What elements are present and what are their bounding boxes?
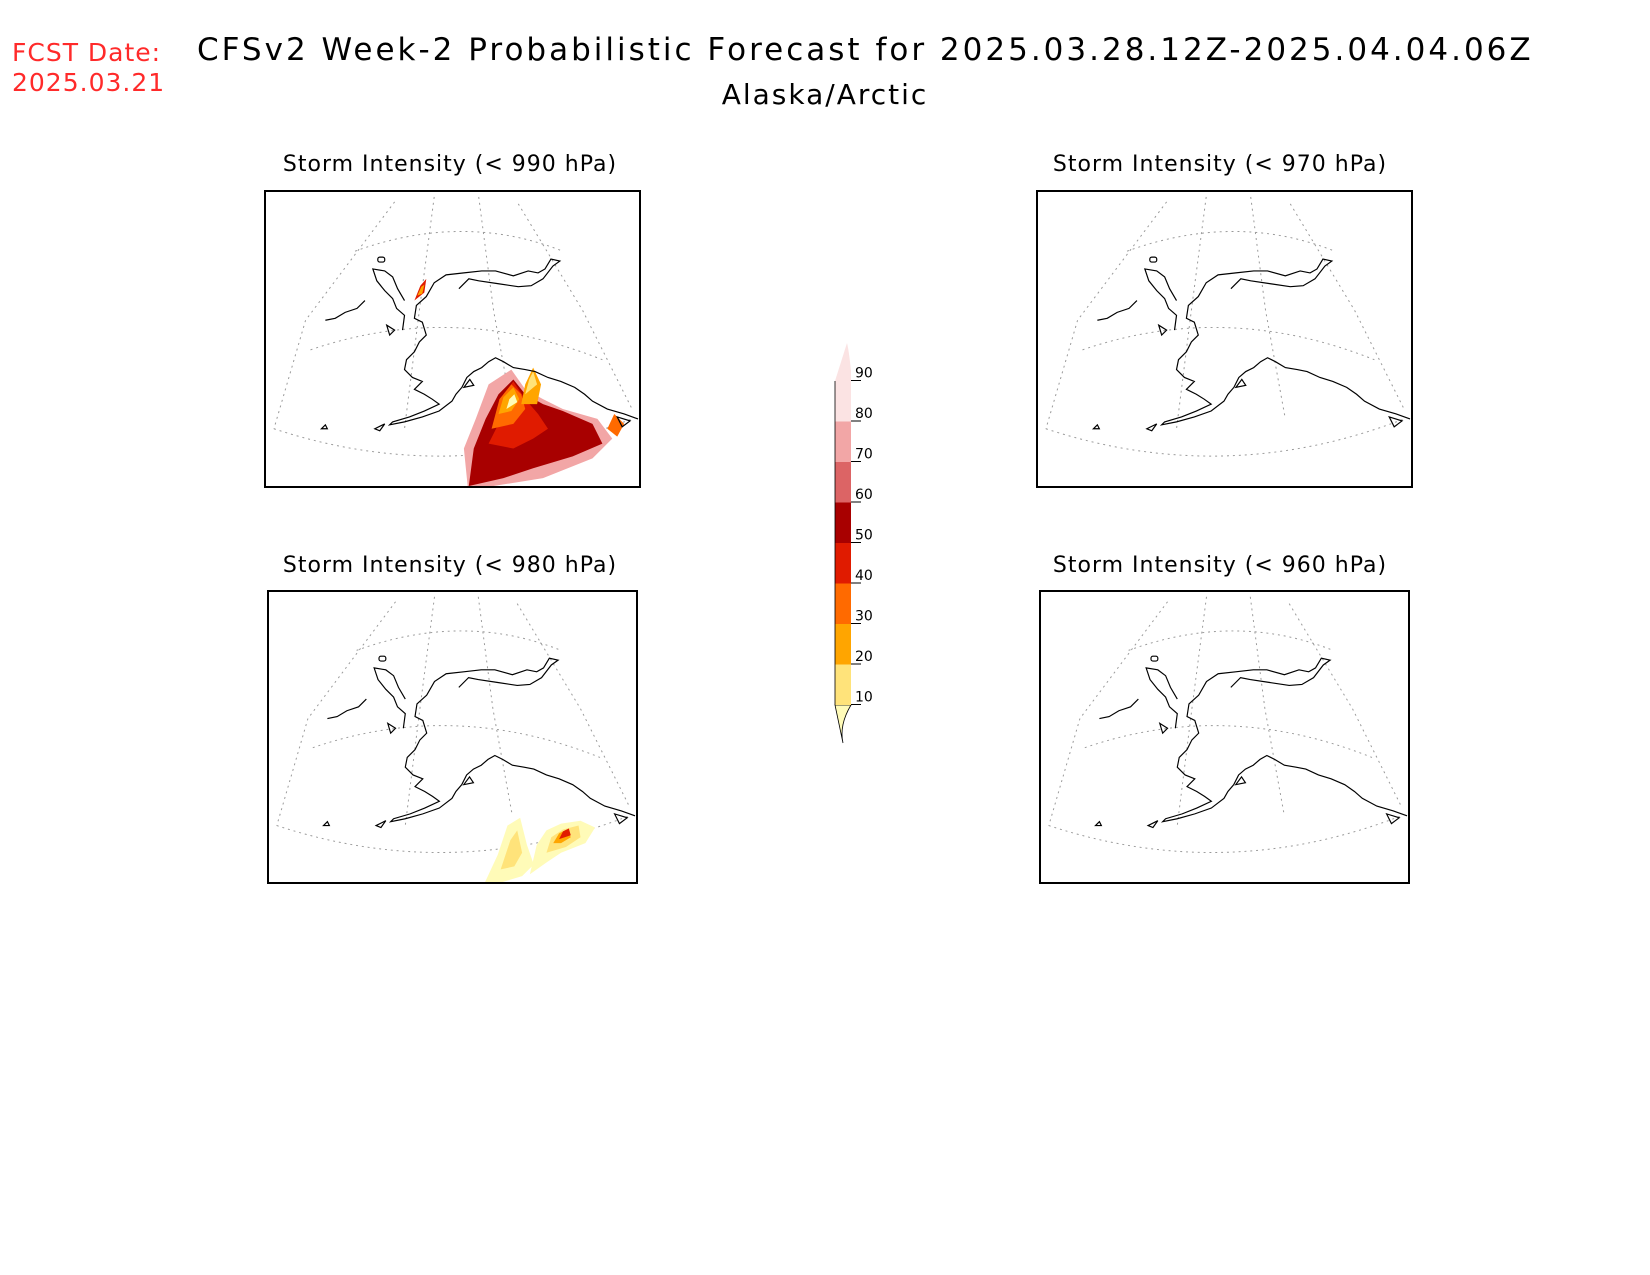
map-990-svg xyxy=(273,196,639,486)
legend-label: 20 xyxy=(855,649,873,665)
map-980-svg xyxy=(276,596,636,882)
map-970-svg xyxy=(1045,196,1411,457)
coastline xyxy=(1091,256,1411,432)
panel-title-990: Storm Intensity (< 990 hPa) xyxy=(282,152,618,177)
grid-lines xyxy=(1048,596,1402,853)
coastline xyxy=(322,655,636,829)
probability-fill xyxy=(485,817,596,882)
color-legend-svg: 10 20 30 40 50 60 70 80 90 xyxy=(834,343,873,744)
legend-label: 80 xyxy=(855,406,873,422)
legend-label: 40 xyxy=(855,568,873,584)
panel-title-980: Storm Intensity (< 980 hPa) xyxy=(282,553,618,578)
page-subtitle: Alaska/Arctic xyxy=(721,78,929,111)
legend-label: 70 xyxy=(855,447,873,463)
coastline xyxy=(1094,655,1408,829)
panel-title-970: Storm Intensity (< 970 hPa) xyxy=(1052,152,1388,177)
legend-label: 90 xyxy=(855,366,873,382)
legend-label: 50 xyxy=(855,528,873,544)
forecast-date-block: FCST Date: 2025.03.21 xyxy=(12,38,165,98)
coastline xyxy=(319,256,639,432)
grid-lines xyxy=(276,596,630,853)
legend-swatch xyxy=(835,462,851,503)
map-panel-990 xyxy=(264,190,641,488)
legend-label: 10 xyxy=(855,690,873,706)
forecast-date-label: FCST Date: xyxy=(12,38,162,67)
legend-swatch xyxy=(835,664,851,705)
legend-swatch xyxy=(835,583,851,624)
grid-lines xyxy=(1045,196,1405,457)
legend-label: 60 xyxy=(855,487,873,503)
forecast-date-value: 2025.03.21 xyxy=(12,68,166,97)
map-panel-980 xyxy=(267,590,638,884)
legend-label: 30 xyxy=(855,609,873,625)
legend-swatch xyxy=(835,543,851,584)
legend-bottom-extension xyxy=(834,704,852,744)
probability-fill xyxy=(414,278,625,486)
color-legend: 10 20 30 40 50 60 70 80 90 xyxy=(820,335,900,745)
legend-top-extension xyxy=(835,343,851,381)
page-title: CFSv2 Week-2 Probabilistic Forecast for … xyxy=(197,32,1534,68)
legend-swatch xyxy=(835,421,851,462)
map-960-svg xyxy=(1048,596,1408,853)
legend-swatch xyxy=(835,624,851,665)
legend-swatch xyxy=(835,381,851,422)
legend-swatch xyxy=(835,502,851,543)
panel-title-960: Storm Intensity (< 960 hPa) xyxy=(1052,553,1388,578)
map-panel-970 xyxy=(1036,190,1413,488)
map-panel-960 xyxy=(1039,590,1410,884)
